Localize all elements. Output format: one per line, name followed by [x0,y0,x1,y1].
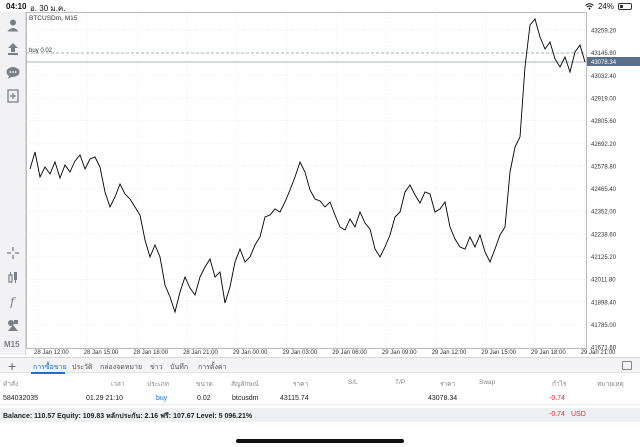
trade-icon[interactable] [4,40,22,58]
tab-news[interactable]: ข่าว [150,364,163,371]
price-tick-label: 42011.80 [591,278,616,284]
time-tick-label: 29 Jan 12:00 [432,350,467,355]
plot-frame [26,12,587,349]
balance-text: Balance: 110.57 Equity: 109.83 หลักประกั… [3,413,253,420]
order-profit: -0.74 [549,395,565,402]
tab-history[interactable]: ประวัติ [72,364,93,371]
add-icon[interactable]: + [8,358,17,374]
order-time: 01.29 21:10 [86,395,123,402]
col-order: คำสั่ง [3,381,19,388]
chart-canvas[interactable]: 43259.20 43145.80 43032.40 42919.00 42805.60… [26,12,640,355]
col-time: เวลา [111,381,125,388]
col-symbol: สัญลักษณ์ [231,381,259,388]
order-current-price: 43078.34 [428,395,458,402]
price-tick-label: 42692.20 [591,142,617,148]
col-size: ขนาด [196,381,213,388]
battery-percent: 24% [597,2,614,11]
time-tick-label: 29 Jan 18:00 [531,350,566,355]
balance-currency: USD [571,411,586,418]
price-line [29,18,586,314]
current-price-label: 43078.34 [591,60,617,66]
chat-icon[interactable] [4,64,22,82]
exit-icon[interactable] [622,361,632,370]
time-tick-label: 29 Jan 15:00 [481,350,516,355]
crosshair-icon[interactable] [4,244,22,262]
current-price-tag [587,57,640,66]
symbol-title: BTCUSDm, M15 [29,15,78,22]
balance-bar: Balance: 110.57 Equity: 109.83 หลักประกั… [0,408,640,422]
order-size: 0.02 [197,395,211,402]
order-symbol: btcusdm [232,395,259,402]
time-tick-label: 28 Jan 21:00 [183,350,218,355]
price-chart[interactable]: 43259.20 43145.80 43032.40 42919.00 42805.60… [26,12,640,355]
price-tick-label: 41898.40 [591,300,617,306]
time-tick-label: 29 Jan 00:00 [233,350,268,355]
time-tick-label: 28 Jan 18:00 [133,350,168,355]
price-tick-label: 42352.00 [591,210,617,216]
account-icon[interactable] [4,16,22,34]
chart-toolbar: f M15 [0,12,26,355]
timeframe-button[interactable]: M15 [4,340,20,349]
objects-icon[interactable] [4,316,22,334]
function-icon[interactable]: f [4,292,22,310]
price-tick-label: 43145.80 [591,51,617,57]
col-price: ราคา [440,381,456,388]
time-tick-label: 28 Jan 12:00 [34,350,69,355]
time-tick-label: 29 Jan 21:00 [581,350,616,355]
time-tick-label: 29 Jan 09:00 [382,350,417,355]
status-date: อ. 30 ม.ค. [30,4,66,13]
indicators-icon[interactable] [4,268,22,286]
time-tick-label: 29 Jan 03:00 [283,350,318,355]
time-tick-label: 29 Jan 06:00 [332,350,367,355]
price-tick-label: 41671.60 [591,346,617,352]
order-open-price: 43115.74 [280,395,309,402]
wifi-icon [585,3,594,10]
col-profit: กำไร [552,381,567,388]
price-tick-label: 42919.00 [591,96,617,102]
tab-journal[interactable]: บันทึก [170,364,189,371]
status-indicators: 24% [585,2,632,11]
order-type: buy [156,395,168,402]
svg-text:f: f [9,295,17,308]
price-tick-label: 43259.20 [591,29,617,35]
col-type: ประเภท [147,381,169,388]
table-row[interactable]: 584032035 01.29 21:10 buy 0.02 btcusdm 4… [0,392,640,405]
col-comment: หมายเหตุ [597,381,624,388]
status-bar: 04:10 อ. 30 ม.ค. 24% [0,0,640,13]
col-tp: T/P [395,379,406,386]
order-id: 584032035 [3,395,39,402]
active-tab-indicator [31,372,65,374]
col-open-price: ราคา [293,381,309,388]
battery-icon [618,3,632,10]
positions-header: คำสั่ง เวลา ประเภท ขนาด สัญลักษณ์ ราคา S… [0,376,640,388]
price-tick-label: 42238.60 [591,232,617,238]
status-time: 04:10 [6,2,27,11]
col-sl: S/L [348,379,358,386]
time-tick-label: 28 Jan 15:00 [84,350,119,355]
home-indicator[interactable] [236,439,404,443]
tab-trade[interactable]: การซื้อขาย [33,364,67,371]
balance-profit: -0.74 [549,411,565,418]
price-tick-label: 43032.40 [591,74,617,80]
price-tick-label: 42578.80 [591,164,617,170]
toolbox-tabs: + การซื้อขาย ประวัติ กล่องจดหมาย ข่าว บั… [0,357,640,374]
price-tick-label: 42125.20 [591,255,617,261]
order-line-label: buy 0.02 [29,48,53,54]
tab-mailbox[interactable]: กล่องจดหมาย [100,364,143,371]
col-swap: Swap [479,379,496,386]
new-order-icon[interactable] [4,87,22,105]
price-tick-label: 42805.60 [591,119,617,125]
price-tick-label: 42465.40 [591,187,617,193]
price-tick-label: 41785.00 [591,323,617,329]
tab-settings[interactable]: การตั้งค่า [198,364,227,371]
